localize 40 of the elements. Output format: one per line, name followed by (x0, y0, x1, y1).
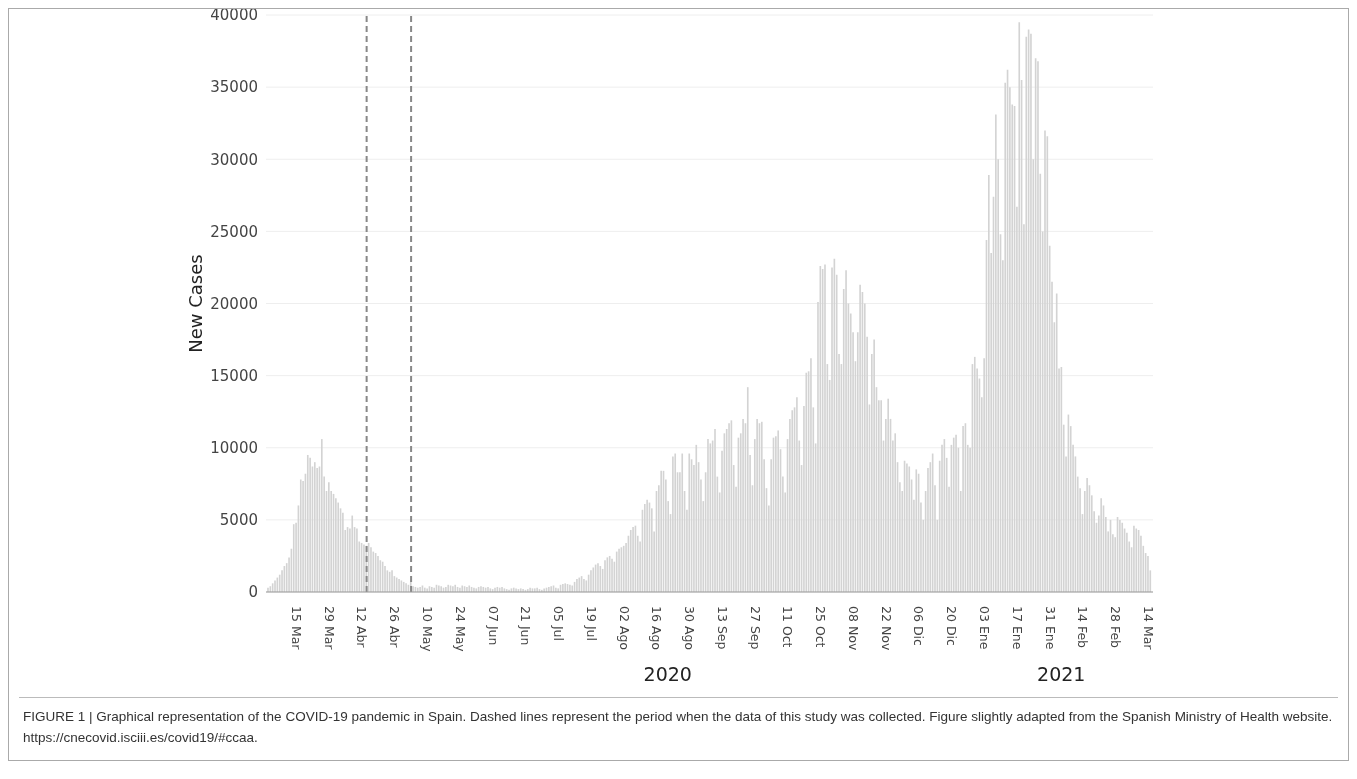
x-tick-label: 17 Ene (1009, 606, 1025, 650)
x-tick-label: 10 May (419, 606, 435, 653)
x-tick-label: 06 Dic (911, 606, 927, 646)
y-tick-label: 35000 (210, 78, 258, 97)
y-tick-label: 5000 (219, 511, 258, 530)
x-tick-label: 19 Jul (583, 606, 599, 641)
x-tick-label: 20 Dic (944, 606, 960, 646)
text: 2020 (643, 663, 692, 685)
x-tick-label: 24 May (452, 606, 468, 653)
x-tick-label: 15 Mar (288, 606, 304, 651)
x-tick-label: 12 Abr (354, 606, 370, 649)
y-tick-label: 25000 (210, 222, 258, 241)
x-tick-label: 14 Feb (1075, 606, 1091, 649)
x-tick-label: 29 Mar (321, 606, 337, 651)
caption: FIGURE 1 | Graphical representation of the COVID-19 pandemic in Spain. Dashed lines represent the period when the data of this study was collected. Figure slightly adapted from the Spanish Ministry of Health website. https://cnecovid.isciii.es/covid19/#ccaa. (23, 708, 1334, 747)
x-tick-label: 13 Sep (714, 606, 730, 650)
x-tick-label: 25 Oct (813, 606, 829, 648)
y-tick-label: 20000 (210, 294, 258, 313)
x-tick-label: 22 Nov (878, 606, 894, 651)
x-tick-label: 14 Mar (1140, 606, 1156, 651)
x-tick-label: 16 Ago (649, 606, 665, 651)
x-tick-label: 02 Ago (616, 606, 632, 651)
x-tick-label: 21 Jun (518, 606, 534, 646)
x-tick-label: 11 Oct (780, 606, 796, 648)
text: 2021 (1037, 663, 1086, 685)
y-tick-label: 30000 (210, 150, 258, 169)
x-tick-label: 26 Abr (387, 606, 403, 649)
y-tick-label: 0 (248, 583, 258, 602)
x-tick-label: 03 Ene (976, 606, 992, 650)
x-tick-label: 31 Ene (1042, 606, 1058, 650)
x-tick-label: 08 Nov (845, 606, 861, 651)
x-tick-label: 07 Jun (485, 606, 501, 646)
y-tick-label: 10000 (210, 439, 258, 458)
x-tick-label: 27 Sep (747, 606, 763, 650)
x-tick-label: 05 Jul (551, 606, 567, 641)
y-tick-label: 40000 (210, 6, 258, 25)
x-tick-label: 28 Feb (1108, 606, 1124, 649)
y-axis-title: New Cases (185, 254, 207, 353)
x-tick-label: 30 Ago (682, 606, 698, 651)
y-tick-label: 15000 (210, 366, 258, 385)
